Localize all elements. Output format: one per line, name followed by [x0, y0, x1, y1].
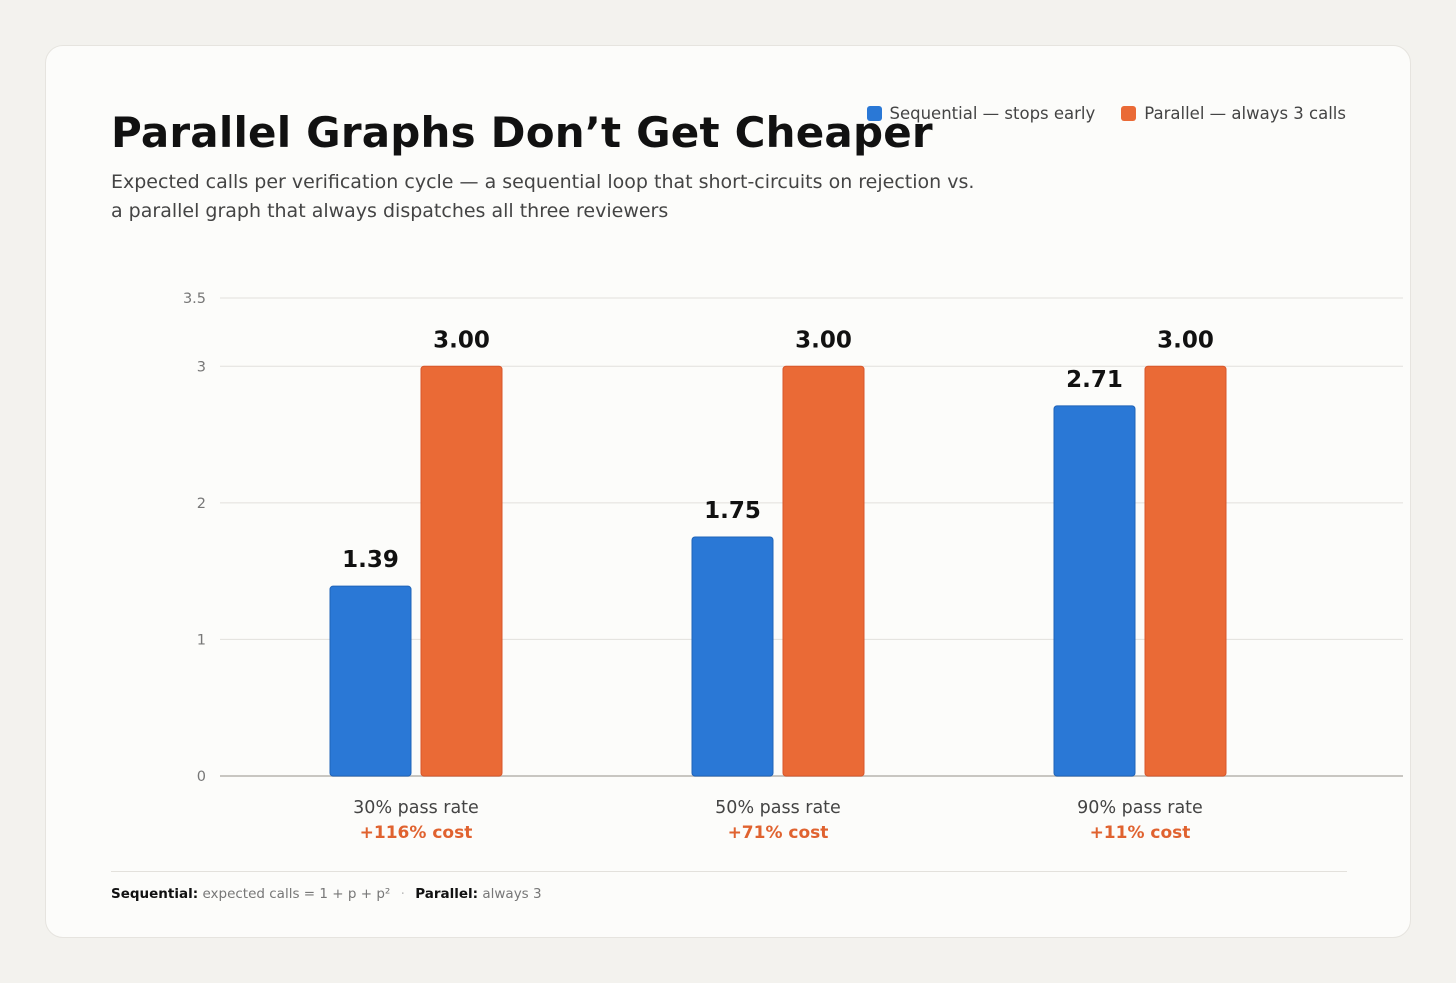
footer-divider: [111, 871, 1347, 872]
cost-label-0: +116% cost: [360, 823, 473, 843]
value-label-parallel-1: 3.00: [795, 327, 852, 353]
bar-parallel-1: [782, 365, 865, 777]
chart-card: Parallel Graphs Don’t Get Cheaper Expect…: [45, 45, 1411, 938]
bar-sequential-2: [1053, 405, 1136, 777]
value-label-parallel-0: 3.00: [433, 327, 490, 353]
bar-parallel-0: [420, 365, 503, 777]
value-label-sequential-0: 1.39: [342, 547, 399, 573]
legend-swatch-parallel: [1121, 106, 1137, 121]
y-tick-label-3: 3: [197, 359, 206, 375]
y-tick-label-4: 3.5: [183, 291, 206, 307]
footnote: Sequential: expected calls = 1 + p + p² …: [111, 886, 542, 902]
footnote-parallel-label: Parallel:: [415, 886, 479, 902]
x-tick-label-1: 50% pass rate: [715, 798, 841, 818]
chart-subtitle: Expected calls per verification cycle — …: [111, 171, 975, 222]
cost-label-2: +11% cost: [1090, 823, 1191, 843]
cost-label-1: +71% cost: [728, 823, 829, 843]
bar-sequential-1: [691, 536, 774, 777]
value-label-sequential-1: 1.75: [704, 498, 761, 524]
y-tick-label-0: 0: [197, 769, 206, 785]
footnote-separator: ·: [400, 886, 405, 902]
y-tick-label-2: 2: [197, 496, 206, 512]
legend-swatch-sequential: [866, 106, 882, 121]
legend-item-parallel: Parallel — always 3 calls: [1121, 104, 1346, 123]
value-label-parallel-2: 3.00: [1157, 327, 1214, 353]
bar-chart: 0 1 2 3 3.5 1.39 3.00 30% pass rate +116% cost 1.…: [183, 291, 1403, 843]
footnote-sequential-text: expected calls = 1 + p + p²: [202, 886, 391, 902]
legend: Sequential — stops early Parallel — alwa…: [866, 104, 1346, 123]
footnote-sequential-label: Sequential:: [111, 886, 199, 902]
x-tick-label-0: 30% pass rate: [353, 798, 479, 818]
value-label-sequential-2: 2.71: [1066, 367, 1123, 393]
chart-title: Parallel Graphs Don’t Get Cheaper: [111, 108, 933, 157]
bar-parallel-2: [1144, 365, 1227, 777]
legend-label-sequential: Sequential — stops early: [889, 104, 1096, 123]
bar-sequential-0: [329, 585, 412, 777]
footnote-parallel-text: always 3: [482, 886, 542, 902]
legend-label-parallel: Parallel — always 3 calls: [1144, 104, 1346, 123]
x-tick-label-2: 90% pass rate: [1077, 798, 1203, 818]
legend-item-sequential: Sequential — stops early: [866, 104, 1096, 123]
y-tick-label-1: 1: [197, 632, 206, 648]
